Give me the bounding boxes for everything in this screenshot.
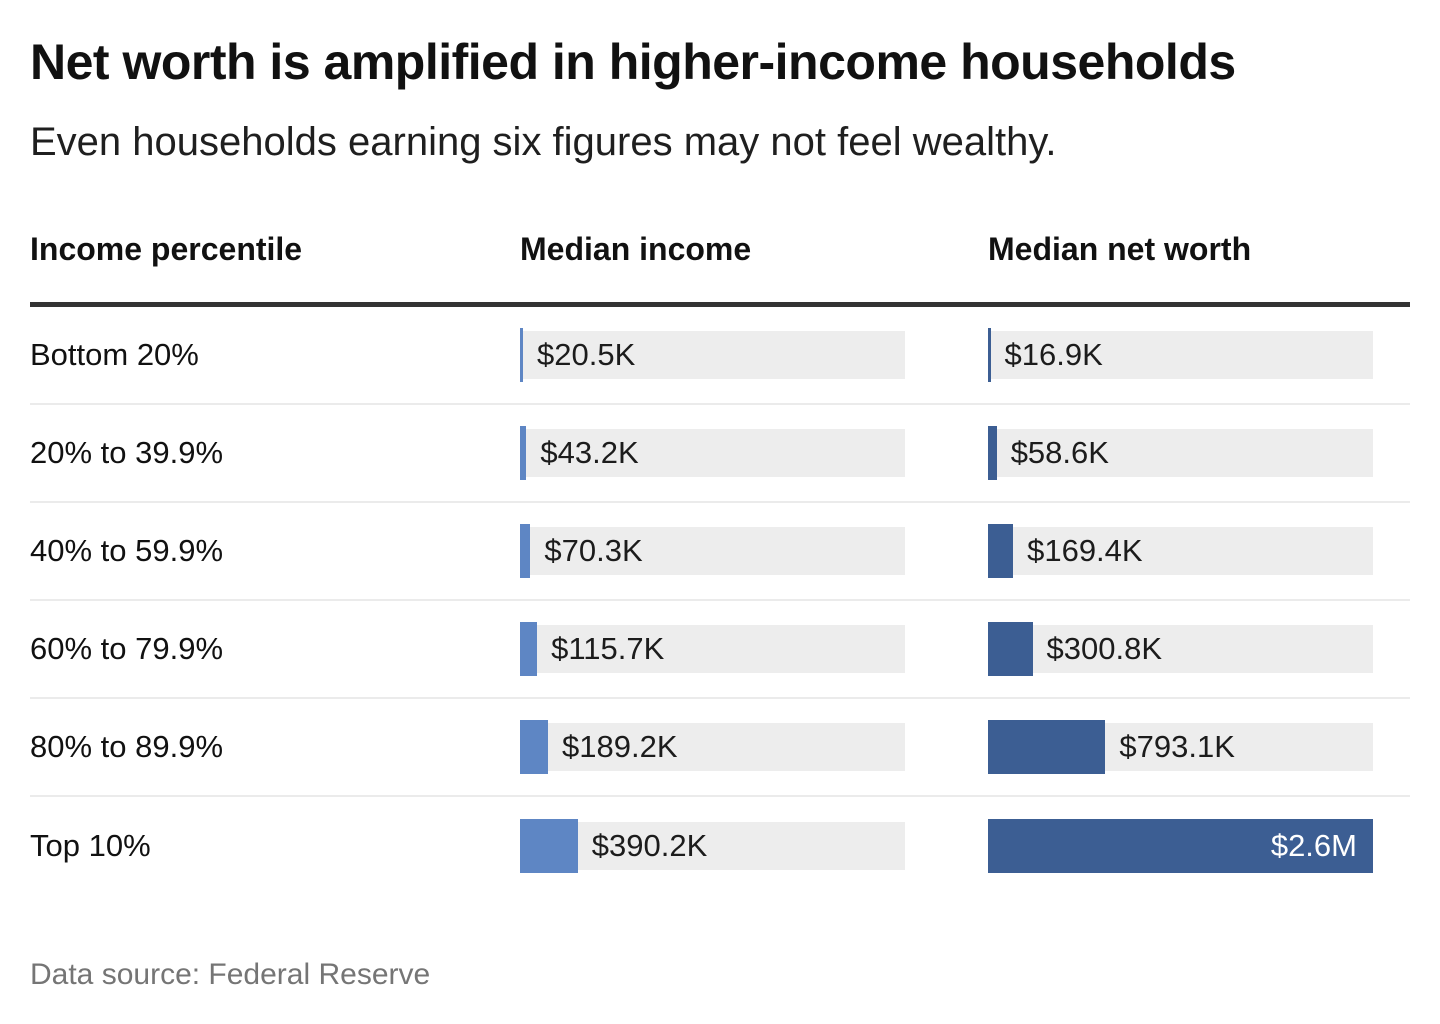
median-income-bar-cell: $20.5K [520,328,905,382]
median-income-value: $43.2K [540,435,639,470]
median-income-value: $390.2K [591,828,708,863]
income-percentile-label: 20% to 39.9% [30,435,224,470]
chart-title: Net worth is amplified in higher-income … [30,34,1236,90]
median-income-value: $70.3K [544,533,643,568]
median-income-bar-track: $20.5K [520,328,905,382]
median-income-bar-track: $189.2K [520,720,905,774]
median-net-worth-value: $300.8K [1046,631,1163,666]
median-net-worth-bar-cell: $16.9K [988,328,1373,382]
median-net-worth-bar [988,524,1014,578]
median-income-bar [520,328,523,382]
income-percentile-label: 60% to 79.9% [30,631,224,666]
median-net-worth-bar-track: $16.9K [988,328,1373,382]
median-net-worth-bar-track: $169.4K [988,524,1373,578]
median-net-worth-bar-cell: $793.1K [988,720,1373,774]
median-net-worth-value: $169.4K [1027,533,1143,568]
table-row: Bottom 20% $20.5K $16.9K [30,307,1410,405]
median-income-bar [520,524,531,578]
chart-rows: Bottom 20% $20.5K $16.9K 20% to 39.9% $4… [30,307,1410,895]
median-net-worth-bar [988,720,1106,774]
header-divider-rule [30,302,1410,307]
median-net-worth-value: $16.9K [1004,337,1103,372]
median-net-worth-bar-cell: $169.4K [988,524,1373,578]
median-income-value: $20.5K [537,337,636,372]
column-header-median-net-worth: Median net worth [988,230,1252,267]
median-income-bar-track: $70.3K [520,524,905,578]
median-net-worth-bar-track: $58.6K [988,426,1373,480]
median-net-worth-bar-cell: $300.8K [988,622,1373,676]
income-percentile-label: Top 10% [30,828,151,863]
income-percentile-label: Bottom 20% [30,337,199,372]
data-source-note: Data source: Federal Reserve [30,958,431,991]
income-percentile-label: 80% to 89.9% [30,729,224,764]
median-income-bar-cell: $115.7K [520,622,905,676]
chart-container: Net worth is amplified in higher-income … [30,34,1410,991]
median-income-bar [520,720,548,774]
column-header-median-income: Median income [520,230,752,267]
median-net-worth-bar-track: $2.6M [988,819,1373,873]
median-income-bar-cell: $390.2K [520,819,905,873]
median-income-value: $189.2K [562,729,678,764]
median-net-worth-bar-cell: $2.6M [988,819,1373,873]
table-row: Top 10% $390.2K $2.6M [30,797,1410,895]
median-income-bar-track: $43.2K [520,426,905,480]
median-net-worth-value: $2.6M [1270,828,1357,863]
median-net-worth-bar [988,328,991,382]
chart-subtitle: Even households earning six figures may … [30,120,1057,164]
median-net-worth-bar-cell: $58.6K [988,426,1373,480]
median-net-worth-bar [988,819,1373,873]
median-net-worth-bar [988,622,1033,676]
median-income-bar [520,819,578,873]
median-net-worth-bar [988,426,997,480]
median-net-worth-value: $58.6K [1010,435,1109,470]
column-header-row: Income percentile Median income Median n… [30,226,1410,272]
table-row: 20% to 39.9% $43.2K $58.6K [30,405,1410,503]
income-percentile-label: 40% to 59.9% [30,533,224,568]
median-net-worth-bar-track: $793.1K [988,720,1373,774]
table-row: 80% to 89.9% $189.2K $793.1K [30,699,1410,797]
median-income-bar-cell: $43.2K [520,426,905,480]
median-income-bar-track: $115.7K [520,622,905,676]
median-income-bar [520,622,538,676]
median-income-bar-cell: $70.3K [520,524,905,578]
table-row: 60% to 79.9% $115.7K $300.8K [30,601,1410,699]
median-income-bar-track: $390.2K [520,819,905,873]
median-income-value: $115.7K [551,631,665,666]
median-income-bar-cell: $189.2K [520,720,905,774]
median-net-worth-value: $793.1K [1119,729,1235,764]
table-row: 40% to 59.9% $70.3K $169.4K [30,503,1410,601]
median-income-bar [520,426,527,480]
column-header-income-percentile: Income percentile [30,230,303,267]
median-net-worth-bar-track: $300.8K [988,622,1373,676]
